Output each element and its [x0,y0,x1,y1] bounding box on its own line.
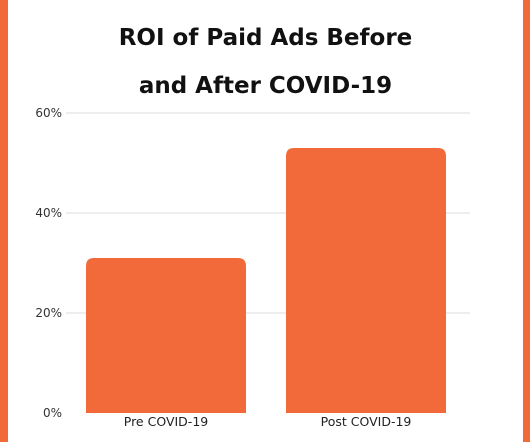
bar [86,258,246,413]
chart-title-line-2: and After COVID-19 [138,73,393,99]
y-tick-label: 40% [35,206,62,220]
chart-title-line-1: ROI of Paid Ads Before [118,25,413,51]
y-tick-label: 60% [35,106,62,120]
y-tick-label: 20% [35,306,62,320]
x-category-label: Post COVID-19 [321,414,412,429]
bar [286,148,446,413]
y-tick-label: 0% [43,406,62,420]
chart-title: ROI of Paid Ads Before and After COVID-1… [8,14,523,110]
x-category-label: Pre COVID-19 [124,414,209,429]
